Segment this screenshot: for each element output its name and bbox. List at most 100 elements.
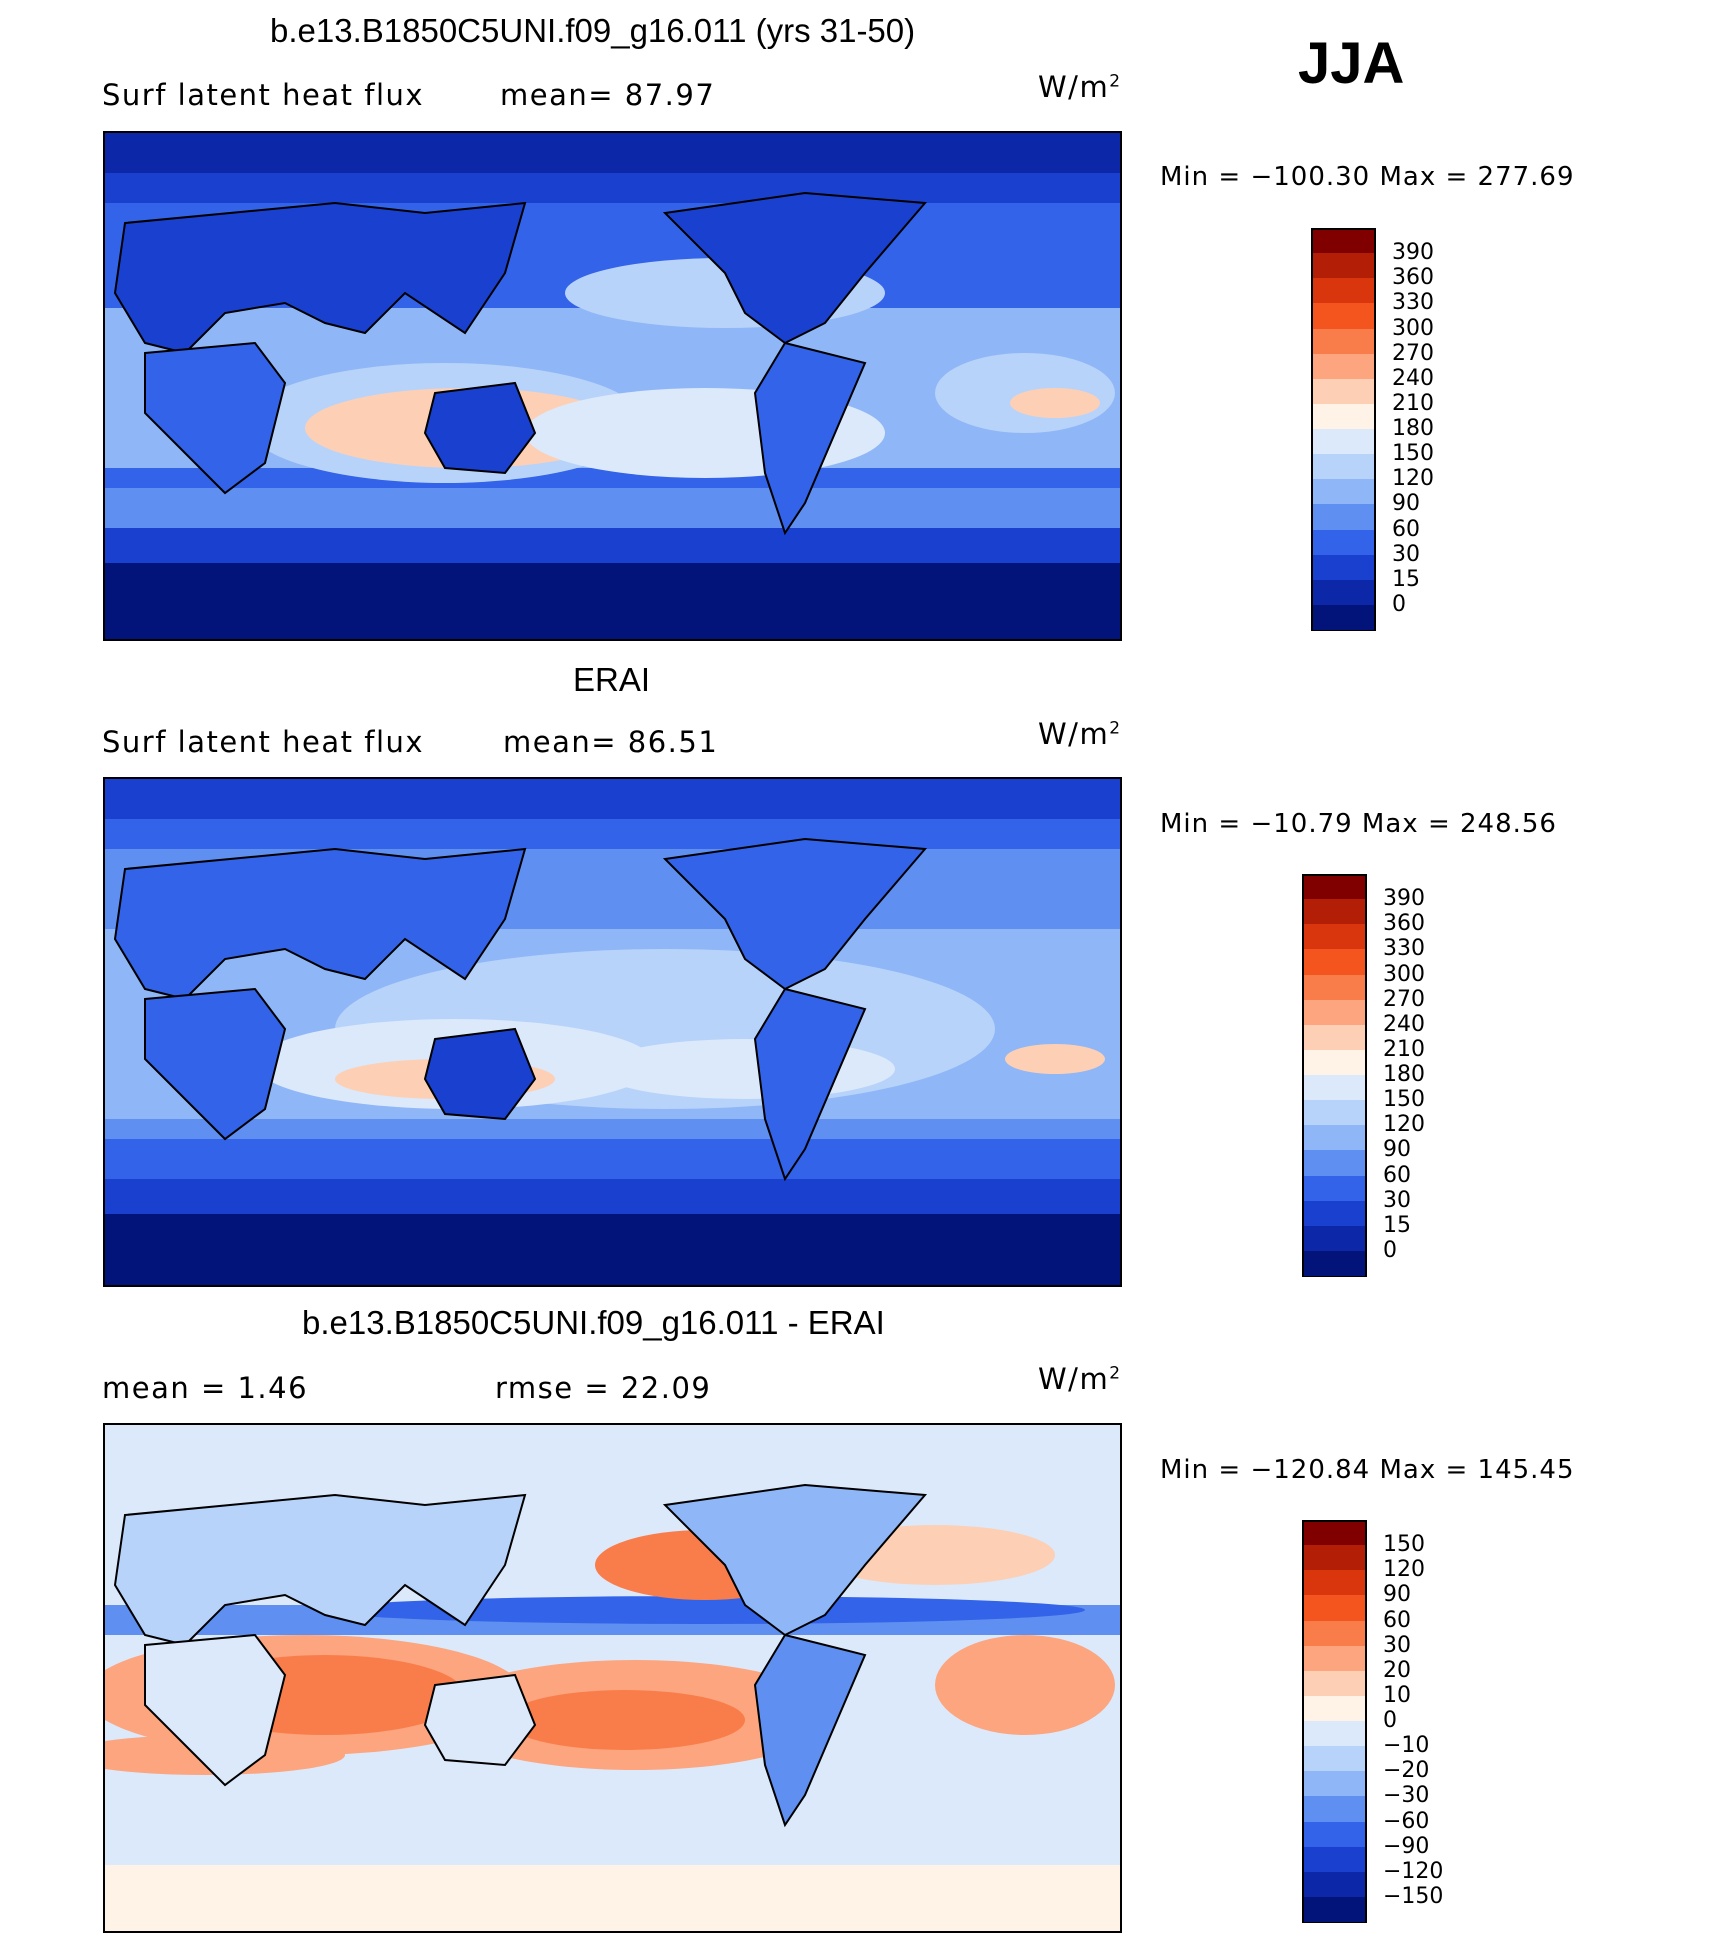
- colorbar-label: 120: [1383, 1112, 1425, 1138]
- colorbar-label: 20: [1383, 1657, 1411, 1683]
- colorbar-swatch: [1302, 1821, 1367, 1848]
- colorbar-swatch: [1302, 1150, 1367, 1177]
- panel-minmax-diff: Min = −120.84 Max = 145.45: [1160, 1455, 1575, 1485]
- colorbar-obs: 390 360 330 300 270 240 210 180 150 120 90 60 30 15 0: [1302, 874, 1425, 1277]
- colorbar-swatch: [1311, 604, 1376, 631]
- colorbar-swatch: [1311, 303, 1376, 330]
- colorbar-swatch: [1311, 253, 1376, 280]
- colorbar-swatch: [1311, 579, 1376, 606]
- colorbar-swatch: [1302, 1125, 1367, 1152]
- colorbar-swatch: [1311, 228, 1376, 255]
- colorbar-swatch: [1302, 924, 1367, 951]
- colorbar-label: 60: [1383, 1162, 1411, 1188]
- colorbar-swatch: [1302, 899, 1367, 926]
- colorbar-label: 270: [1392, 340, 1434, 366]
- colorbar-label: 0: [1392, 591, 1406, 617]
- colorbar-swatch: [1302, 1570, 1367, 1597]
- colorbar-label: 150: [1383, 1087, 1425, 1113]
- colorbar-swatch: [1302, 1200, 1367, 1227]
- map-obs: [103, 777, 1122, 1287]
- panel-mean-model: mean= 87.97: [500, 78, 716, 112]
- colorbar-swatch: [1302, 1645, 1367, 1672]
- colorbar-label: 150: [1383, 1532, 1425, 1558]
- colorbar-swatch: [1302, 1771, 1367, 1798]
- panel-minmax-model: Min = −100.30 Max = 277.69: [1160, 162, 1575, 192]
- colorbar-swatch: [1311, 479, 1376, 506]
- colorbar-label: −60: [1383, 1808, 1430, 1834]
- colorbar-swatch: [1311, 328, 1376, 355]
- map-diff: [103, 1423, 1122, 1933]
- colorbar-label: 330: [1383, 936, 1425, 962]
- colorbar-swatch: [1302, 1595, 1367, 1622]
- colorbar-swatch: [1302, 1100, 1367, 1127]
- map-model: [103, 131, 1122, 641]
- colorbar-label: 30: [1383, 1187, 1411, 1213]
- colorbar-label: −120: [1383, 1858, 1444, 1884]
- panel-rmse-diff: rmse = 22.09: [495, 1371, 712, 1405]
- panel-title-obs: ERAI: [573, 661, 651, 698]
- colorbar-label: 300: [1392, 315, 1434, 341]
- colorbar-label: 240: [1383, 1011, 1425, 1037]
- colorbar-swatch: [1302, 1670, 1367, 1697]
- panel-minmax-obs: Min = −10.79 Max = 248.56: [1160, 809, 1557, 839]
- colorbar-label: 15: [1392, 566, 1420, 592]
- map-model-field: [105, 133, 1120, 639]
- colorbar-label: 10: [1383, 1682, 1411, 1708]
- colorbar-swatch: [1311, 554, 1376, 581]
- colorbar-label: 60: [1383, 1607, 1411, 1633]
- colorbar-label: 240: [1392, 365, 1434, 391]
- colorbar-label: 30: [1392, 541, 1420, 567]
- panel-units-diff: W/m2: [1038, 1362, 1122, 1396]
- colorbar-swatch: [1311, 429, 1376, 456]
- colorbar-swatch: [1311, 504, 1376, 531]
- colorbar-label: 60: [1392, 516, 1420, 542]
- colorbar-swatch: [1302, 949, 1367, 976]
- colorbar-label: 330: [1392, 290, 1434, 316]
- colorbar-swatch: [1302, 1846, 1367, 1873]
- colorbar-label: 90: [1392, 491, 1420, 517]
- colorbar-label: 150: [1392, 441, 1434, 467]
- season-label: JJA: [1298, 31, 1405, 96]
- panel-units-obs: W/m2: [1038, 717, 1122, 751]
- colorbar-label: −150: [1383, 1883, 1444, 1909]
- colorbar-label: 210: [1383, 1036, 1425, 1062]
- colorbar-swatch: [1302, 874, 1367, 901]
- colorbar-swatch: [1302, 1024, 1367, 1051]
- colorbar-swatch: [1302, 1545, 1367, 1572]
- colorbar-swatch: [1302, 1520, 1367, 1547]
- panel-left-label-obs: Surf latent heat flux: [102, 725, 425, 759]
- colorbar-swatch: [1302, 1225, 1367, 1252]
- colorbar-swatch: [1311, 454, 1376, 481]
- colorbar-label: 0: [1383, 1237, 1397, 1263]
- colorbar-swatch: [1302, 999, 1367, 1026]
- colorbar-swatch: [1302, 1896, 1367, 1923]
- colorbar-label: −10: [1383, 1733, 1430, 1759]
- panel-title-model: b.e13.B1850C5UNI.f09_g16.011 (yrs 31-50): [270, 12, 916, 49]
- colorbar-swatch: [1302, 1049, 1367, 1076]
- colorbar-swatch: [1302, 1620, 1367, 1647]
- panel-units-model: W/m2: [1038, 70, 1122, 104]
- panel-left-label-model: Surf latent heat flux: [102, 78, 425, 112]
- colorbar-label: 90: [1383, 1137, 1411, 1163]
- panel-mean-obs: mean= 86.51: [503, 725, 719, 759]
- colorbar-label: 180: [1392, 416, 1434, 441]
- colorbar-label: 390: [1392, 240, 1434, 266]
- colorbar-label: 90: [1383, 1582, 1411, 1608]
- colorbar-swatch: [1302, 1695, 1367, 1722]
- colorbar-label: 120: [1392, 466, 1434, 492]
- colorbar-swatch: [1311, 278, 1376, 305]
- colorbar-model: 390 360 330 300 270 240 210 180 150 120 90 60 30 15 0: [1311, 228, 1434, 631]
- colorbar-swatch: [1302, 974, 1367, 1001]
- colorbar-swatch: [1302, 1871, 1367, 1898]
- panel-mean-diff: mean = 1.46: [102, 1371, 309, 1405]
- colorbar-swatch: [1311, 378, 1376, 405]
- colorbar-label: −20: [1383, 1758, 1430, 1784]
- colorbar-label: 270: [1383, 986, 1425, 1012]
- colorbar-label: 390: [1383, 886, 1425, 912]
- colorbar-label: 15: [1383, 1212, 1411, 1238]
- panel-title-diff: b.e13.B1850C5UNI.f09_g16.011 - ERAI: [302, 1304, 885, 1341]
- colorbar-swatch: [1302, 1721, 1367, 1748]
- colorbar-label: 300: [1383, 961, 1425, 987]
- colorbar-swatch: [1311, 529, 1376, 556]
- colorbar-label: 360: [1392, 265, 1434, 291]
